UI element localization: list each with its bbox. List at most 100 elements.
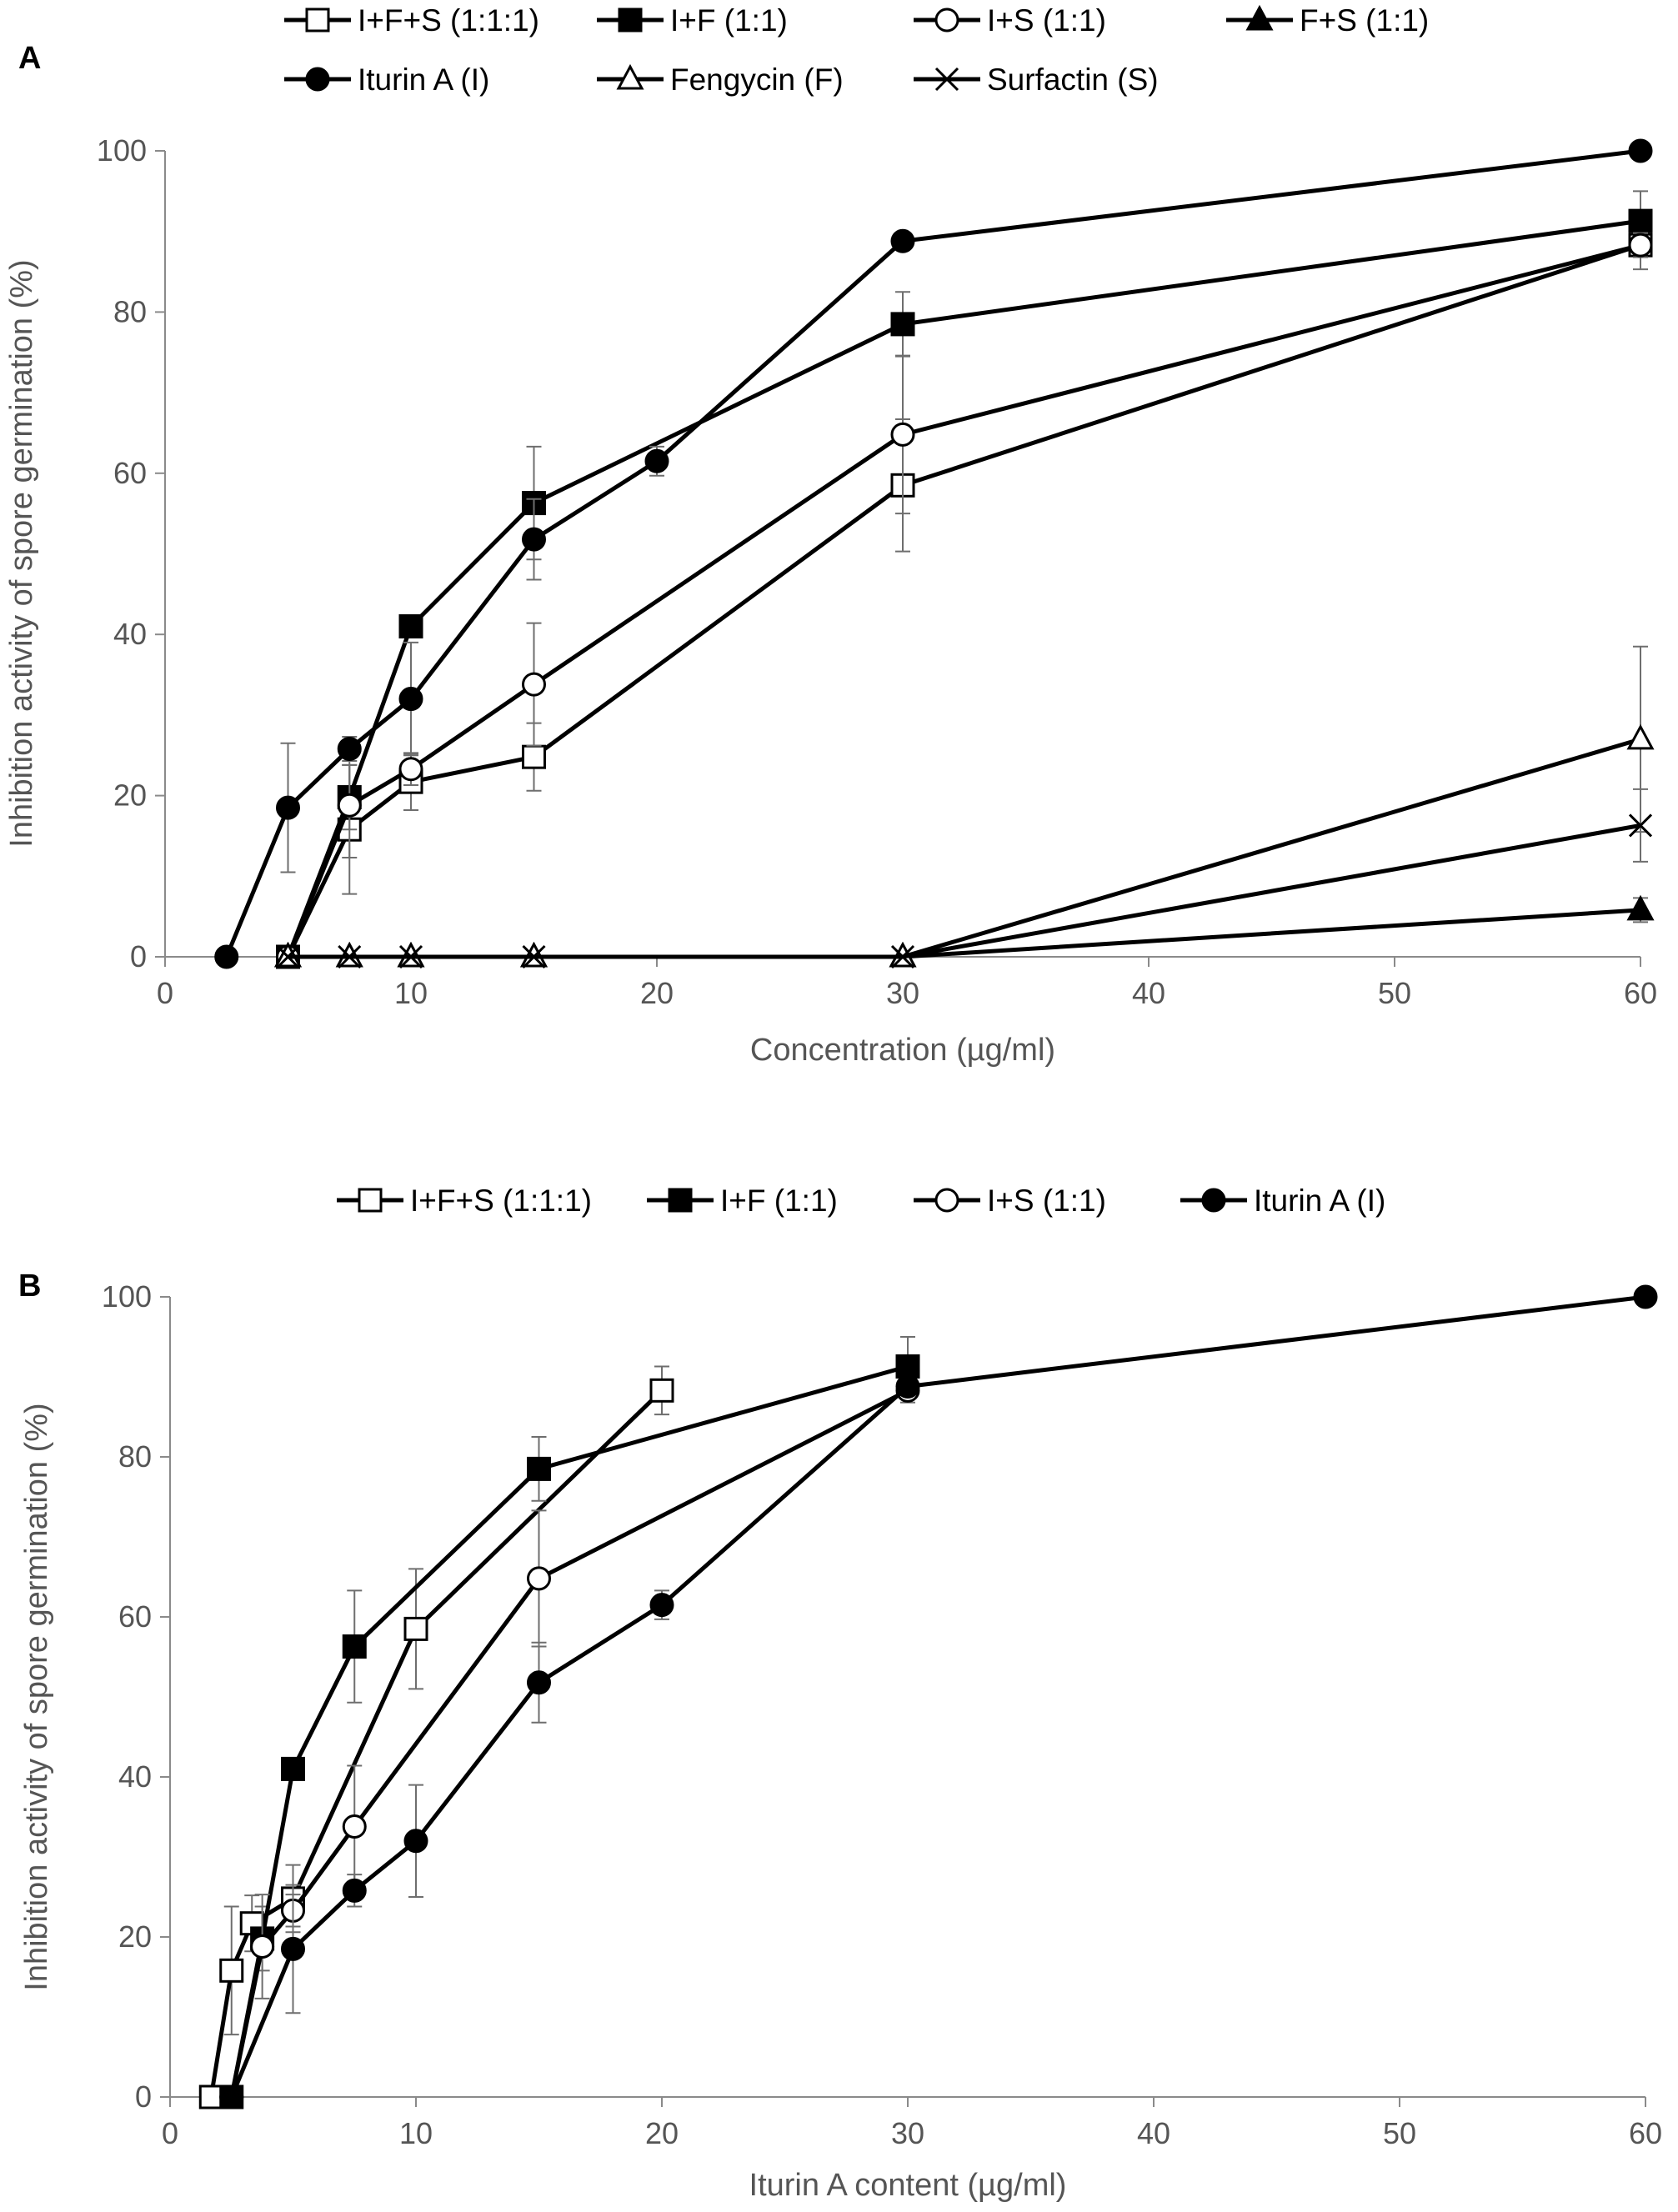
legend-item-i-f-s-1-1-1-b: I+F+S (1:1:1) — [337, 1184, 592, 1218]
legend-label-i-f-s-1-1-1: I+F+S (1:1:1) — [358, 3, 539, 38]
series-i-s-1-1-a — [276, 232, 1653, 969]
y-tick-label-a: 100 — [97, 133, 147, 168]
y-axis-title-b: Inhibition activity of spore germination… — [19, 1403, 54, 1990]
data-point-fengycin-f — [1626, 723, 1655, 750]
series-iturin-a-i-b — [219, 1284, 1658, 2109]
x-tick-label-b: 60 — [1629, 2116, 1662, 2150]
data-point-i-f-1-1 — [281, 1756, 305, 1781]
y-tick-label-b: 0 — [135, 2079, 152, 2114]
data-point-i-f-1-1 — [890, 312, 915, 337]
y-tick-label-a: 80 — [113, 294, 147, 328]
y-tick-label-a: 0 — [130, 939, 147, 973]
legend-item-fengycin-f-a: Fengycin (F) — [597, 63, 844, 97]
data-point-i-f-s-1-1-1 — [649, 1378, 674, 1403]
data-point-iturin-a-i — [522, 527, 546, 552]
legend-marker-iturin-a-i — [1201, 1188, 1226, 1213]
data-point-iturin-a-i — [1628, 138, 1653, 163]
legend-item-iturin-a-i-a: Iturin A (I) — [284, 63, 489, 97]
y-tick-label-b: 40 — [118, 1759, 152, 1794]
data-point-i-f-1-1 — [342, 1634, 367, 1659]
y-tick-label-b: 20 — [118, 1919, 152, 1954]
data-point-i-f-s-1-1-1 — [522, 744, 546, 769]
data-point-surfactin-s — [338, 944, 362, 969]
data-point-iturin-a-i — [1633, 1284, 1658, 1309]
chart-panel-b: 0 20 40 60 80 100 0 10 20 30 40 50 60 Iturin A conten… — [19, 1184, 1662, 2203]
legend-item-iturin-a-i-b: Iturin A (I) — [1180, 1184, 1385, 1218]
data-point-i-f-s-1-1-1 — [219, 1958, 244, 1983]
data-point-iturin-a-i — [649, 1593, 674, 1618]
x-axis-title-a: Concentration (µg/ml) — [750, 1033, 1055, 1068]
series-line-i-f-s-1-1-1 — [208, 1389, 664, 2098]
series-i-f-s-1-1-1-b — [198, 1365, 674, 2109]
legend-label-i-f-s-1-1-1: I+F+S (1:1:1) — [410, 1184, 592, 1218]
series-i-f-1-1-b — [219, 1336, 920, 2109]
legend-marker-f-s-1-1 — [1245, 4, 1274, 31]
series-i-s-1-1-b — [219, 1377, 920, 2109]
legend-item-i-f-s-1-1-1-a: I+F+S (1:1:1) — [284, 3, 539, 38]
legend-marker-surfactin-s — [934, 67, 959, 92]
legend-item-i-f-1-1-b: I+F (1:1) — [647, 1184, 838, 1218]
y-tick-label-b: 100 — [102, 1279, 152, 1314]
legend-label-surfactin-s: Surfactin (S) — [987, 63, 1159, 97]
x-tick-label-b: 20 — [645, 2116, 679, 2150]
x-tick-label-a: 60 — [1624, 976, 1657, 1010]
series-fengycin-f-a — [273, 645, 1655, 968]
y-axis-title-a: Inhibition activity of spore germination… — [4, 259, 39, 847]
data-point-i-s-1-1 — [342, 1814, 367, 1839]
legend-label-iturin-a-i: Iturin A (I) — [358, 63, 489, 97]
legend-marker-fengycin-f — [616, 63, 644, 90]
legend-marker-i-f-1-1 — [618, 8, 643, 33]
data-point-i-s-1-1 — [398, 757, 423, 782]
legend-label-i-f-1-1: I+F (1:1) — [720, 1184, 838, 1218]
data-point-iturin-a-i — [398, 687, 423, 712]
data-point-i-s-1-1 — [890, 422, 915, 447]
series-line-iturin-a-i — [229, 1294, 1646, 2098]
y-tick-label-a: 20 — [113, 778, 147, 813]
series-line-surfactin-s — [288, 823, 1641, 959]
legend-item-i-s-1-1-b: I+S (1:1) — [914, 1184, 1106, 1218]
data-point-surfactin-s — [1628, 813, 1653, 838]
data-point-i-f-1-1 — [398, 614, 423, 639]
data-point-i-s-1-1 — [337, 793, 362, 818]
data-point-i-s-1-1 — [250, 1934, 275, 1959]
legend-label-fengycin-f: Fengycin (F) — [670, 63, 844, 97]
legend-label-f-s-1-1: F+S (1:1) — [1300, 3, 1429, 38]
data-point-i-f-1-1 — [527, 1456, 551, 1481]
x-tick-label-a: 20 — [640, 976, 674, 1010]
legend-marker-i-f-1-1 — [668, 1188, 693, 1213]
data-point-iturin-a-i — [895, 1374, 920, 1399]
x-tick-label-a: 30 — [886, 976, 919, 1010]
x-tick-label-a: 10 — [394, 976, 428, 1010]
x-tick-label-b: 30 — [891, 2116, 924, 2150]
legend-marker-i-s-1-1 — [934, 8, 959, 33]
legend-item-surfactin-s-a: Surfactin (S) — [914, 63, 1159, 97]
data-point-i-f-s-1-1-1 — [403, 1616, 428, 1641]
legend-item-i-s-1-1-a: I+S (1:1) — [914, 3, 1106, 38]
series-i-f-s-1-1-1-a — [276, 220, 1653, 969]
x-tick-label-a: 50 — [1378, 976, 1411, 1010]
legend-marker-iturin-a-i — [305, 67, 330, 92]
data-point-iturin-a-i — [337, 737, 362, 762]
legend-item-f-s-1-1-a: F+S (1:1) — [1226, 3, 1429, 38]
legend-marker-i-f-s-1-1-1 — [358, 1188, 383, 1213]
legend-marker-i-f-s-1-1-1 — [305, 8, 330, 33]
x-axis-title-b: Iturin A content (µg/ml) — [749, 2168, 1067, 2203]
data-point-iturin-a-i — [281, 1936, 305, 1961]
data-point-i-f-1-1 — [895, 1354, 920, 1379]
legend-item-i-f-1-1-a: I+F (1:1) — [597, 3, 788, 38]
y-tick-label-a: 60 — [113, 456, 147, 490]
x-tick-label-b: 50 — [1383, 2116, 1416, 2150]
series-line-i-s-1-1 — [229, 1389, 909, 2098]
x-tick-label-b: 0 — [162, 2116, 178, 2150]
legend-marker-i-s-1-1 — [934, 1188, 959, 1213]
data-point-surfactin-s — [276, 944, 300, 969]
y-tick-label-b: 60 — [118, 1599, 152, 1634]
data-point-i-s-1-1 — [1628, 233, 1653, 258]
data-point-iturin-a-i — [219, 2084, 244, 2109]
series-line-i-s-1-1 — [286, 243, 1641, 958]
y-tick-label-a: 40 — [113, 617, 147, 651]
panel-label-a: A — [18, 41, 41, 76]
x-tick-label-a: 40 — [1132, 976, 1165, 1010]
data-point-surfactin-s — [890, 944, 915, 969]
